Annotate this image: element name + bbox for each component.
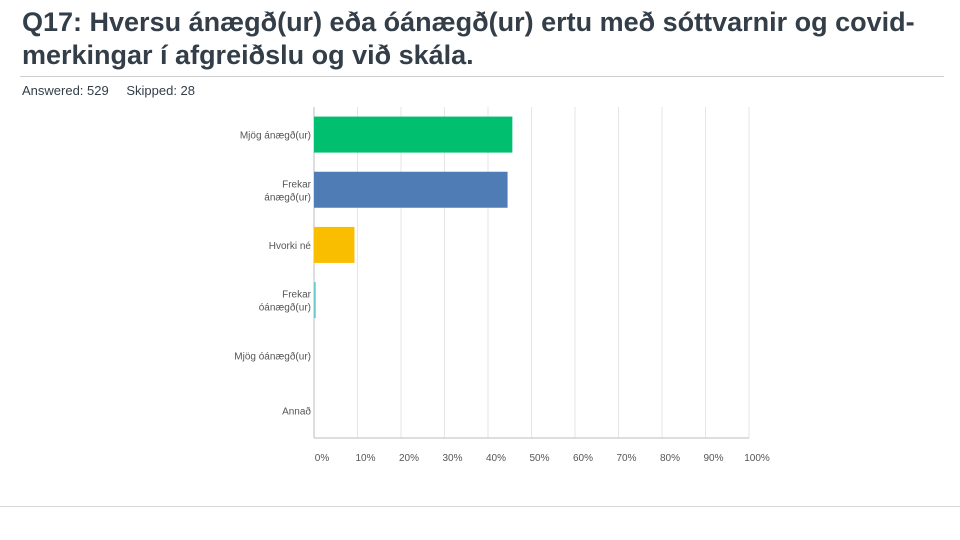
title-divider — [20, 76, 944, 77]
category-label: Mjög ánægð(ur) — [240, 130, 311, 142]
x-tick-label: 20% — [399, 453, 419, 464]
x-tick-label: 10% — [355, 453, 375, 464]
x-tick-label: 30% — [442, 453, 462, 464]
bar — [314, 226, 355, 263]
x-tick-label: 60% — [573, 453, 593, 464]
bar — [314, 171, 508, 208]
category-label: Frekar óánægð(ur) — [259, 290, 312, 314]
bar — [314, 282, 316, 319]
x-tick-label: 40% — [486, 453, 506, 464]
x-tick-label: 80% — [660, 453, 680, 464]
bar — [314, 116, 513, 153]
x-tick-label: 100% — [744, 453, 770, 464]
x-tick-label: 90% — [703, 453, 723, 464]
category-label: Hvorki né — [269, 241, 312, 252]
footer-divider — [0, 506, 960, 507]
category-label: Annað — [282, 405, 311, 417]
answered-count: Answered: 529 — [22, 83, 109, 98]
category-label: Mjög óánægð(ur) — [234, 350, 311, 362]
x-tick-label: 0% — [315, 453, 330, 464]
category-label: Frekar ánægð(ur) — [264, 179, 311, 203]
x-tick-label: 50% — [529, 453, 549, 464]
skipped-count: Skipped: 28 — [126, 83, 196, 98]
response-stats: Answered: 529 Skipped: 28 — [22, 83, 209, 98]
x-tick-label: 70% — [616, 453, 636, 464]
question-title: Q17: Hversu ánægð(ur) eða óánægð(ur) ert… — [22, 7, 915, 70]
